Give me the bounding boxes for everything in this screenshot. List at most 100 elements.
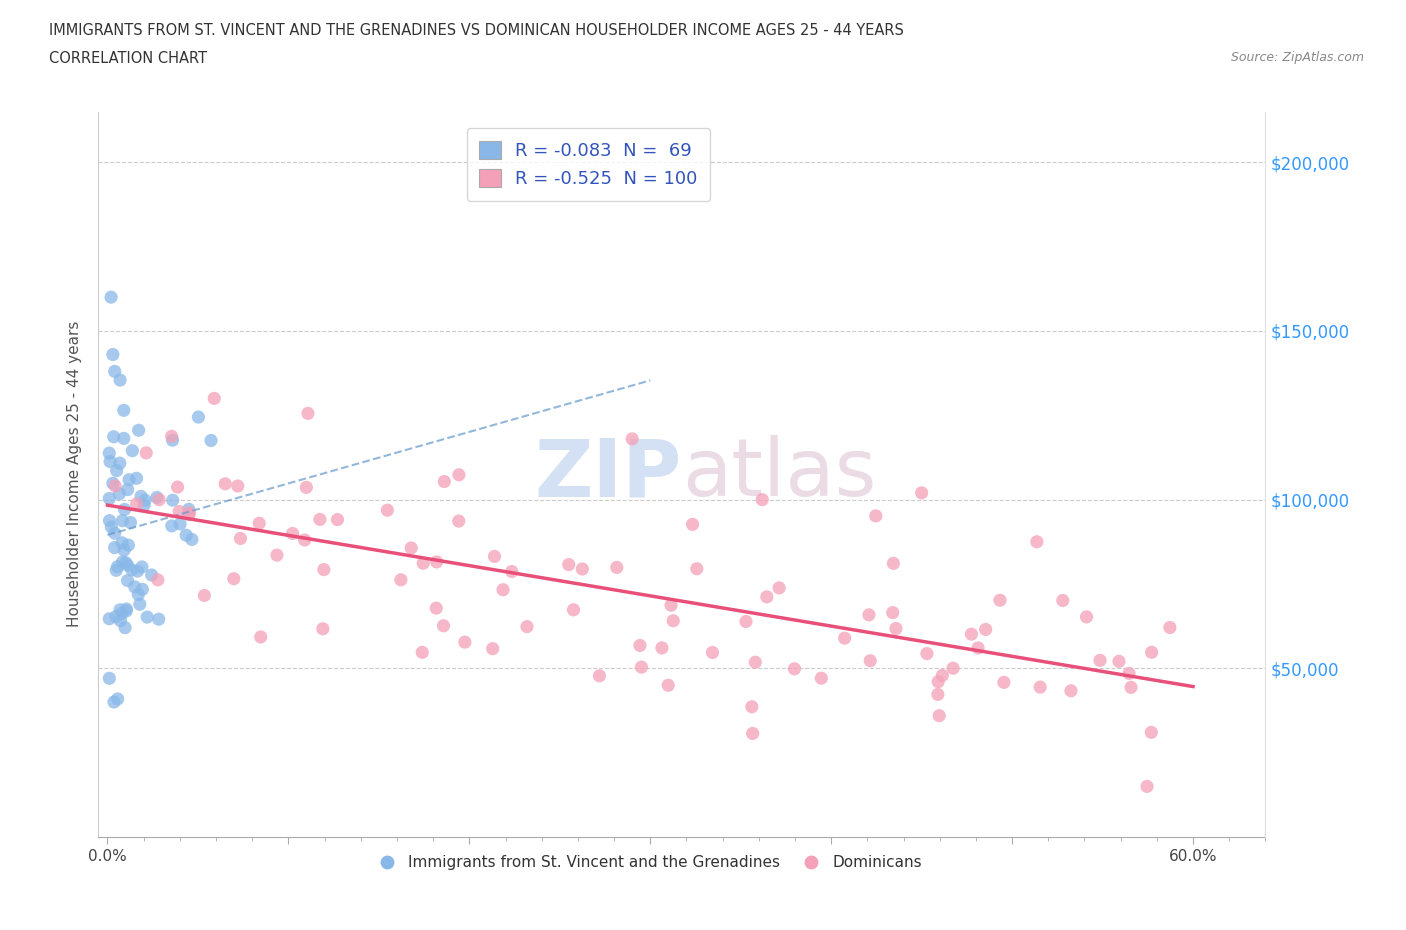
Point	[834, 631, 856, 645]
Point	[558, 557, 581, 572]
Point	[297, 405, 319, 420]
Point	[101, 476, 124, 491]
Point	[1108, 654, 1130, 669]
Point	[412, 556, 434, 571]
Point	[202, 391, 225, 405]
Point	[174, 528, 197, 543]
Point	[266, 548, 288, 563]
Point	[112, 403, 135, 418]
Point	[735, 614, 758, 629]
Point	[884, 621, 907, 636]
Point	[129, 489, 152, 504]
Point	[179, 506, 201, 521]
Point	[783, 661, 806, 676]
Point	[98, 491, 121, 506]
Point	[942, 660, 965, 675]
Point	[928, 709, 950, 724]
Point	[858, 607, 880, 622]
Point	[481, 642, 503, 657]
Point	[100, 520, 122, 535]
Point	[562, 603, 585, 618]
Point	[768, 580, 790, 595]
Point	[432, 618, 454, 633]
Point	[111, 536, 134, 551]
Text: atlas: atlas	[682, 435, 876, 513]
Point	[927, 687, 949, 702]
Point	[651, 641, 673, 656]
Point	[105, 463, 128, 478]
Point	[107, 692, 129, 707]
Point	[931, 668, 953, 683]
Point	[294, 533, 316, 548]
Point	[169, 516, 191, 531]
Point	[682, 517, 704, 532]
Point	[104, 364, 127, 379]
Point	[702, 645, 724, 660]
Point	[131, 582, 153, 597]
Point	[659, 598, 682, 613]
Point	[114, 620, 136, 635]
Point	[127, 564, 149, 578]
Point	[492, 582, 515, 597]
Point	[630, 659, 652, 674]
Point	[193, 588, 215, 603]
Point	[101, 347, 124, 362]
Point	[127, 587, 149, 602]
Point	[103, 430, 125, 445]
Point	[516, 619, 538, 634]
Point	[141, 567, 163, 582]
Point	[927, 674, 949, 689]
Point	[146, 572, 169, 587]
Point	[1052, 593, 1074, 608]
Point	[117, 482, 139, 497]
Point	[134, 498, 156, 512]
Point	[114, 502, 136, 517]
Point	[146, 490, 169, 505]
Point	[108, 603, 131, 618]
Point	[249, 630, 271, 644]
Point	[200, 433, 222, 448]
Point	[162, 493, 184, 508]
Point	[247, 516, 270, 531]
Point	[1159, 620, 1181, 635]
Legend: Immigrants from St. Vincent and the Grenadines, Dominicans: Immigrants from St. Vincent and the Gren…	[366, 849, 928, 876]
Point	[1136, 779, 1159, 794]
Point	[865, 509, 887, 524]
Point	[960, 627, 983, 642]
Point	[988, 592, 1011, 607]
Point	[571, 562, 593, 577]
Point	[1088, 653, 1111, 668]
Point	[1140, 644, 1163, 659]
Point	[135, 445, 157, 460]
Point	[187, 409, 209, 424]
Point	[124, 579, 146, 594]
Point	[1060, 684, 1083, 698]
Point	[454, 634, 477, 649]
Point	[993, 675, 1015, 690]
Point	[911, 485, 934, 500]
Point	[111, 606, 134, 621]
Point	[214, 476, 236, 491]
Point	[447, 513, 470, 528]
Point	[1140, 724, 1163, 739]
Point	[859, 653, 882, 668]
Point	[131, 560, 153, 575]
Point	[115, 602, 138, 617]
Point	[326, 512, 349, 527]
Point	[967, 641, 990, 656]
Point	[98, 513, 121, 528]
Point	[114, 555, 136, 570]
Point	[177, 507, 200, 522]
Point	[312, 621, 335, 636]
Point	[167, 504, 190, 519]
Point	[399, 540, 422, 555]
Point	[177, 502, 200, 517]
Point	[112, 431, 135, 445]
Point	[295, 480, 318, 495]
Point	[98, 445, 121, 460]
Point	[121, 563, 143, 578]
Point	[162, 432, 184, 447]
Point	[741, 699, 763, 714]
Point	[606, 560, 628, 575]
Point	[411, 644, 433, 659]
